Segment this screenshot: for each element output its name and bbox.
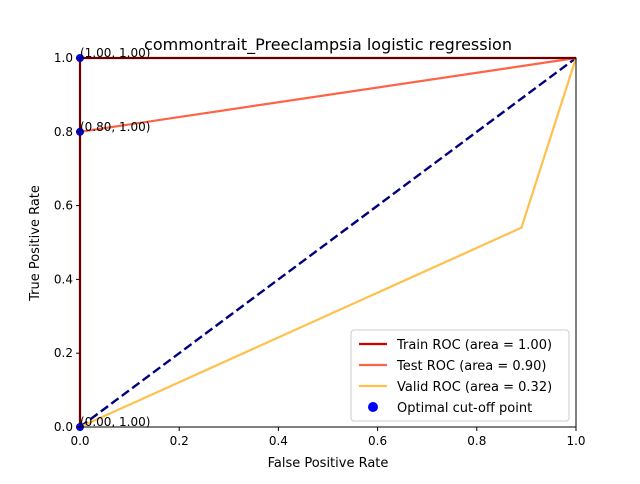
x-tick-label: 1.0 [566, 434, 585, 448]
optimal-point-label-1: (1.00, 1.00) [80, 46, 150, 60]
legend-label-3: Valid ROC (area = 0.32) [397, 380, 552, 395]
chart-title: commontrait_Preeclampsia logistic regres… [144, 35, 512, 55]
legend-swatch-optimal-point [368, 402, 378, 412]
y-tick-label: 0.8 [54, 125, 73, 139]
x-tick-label: 0.2 [170, 434, 189, 448]
legend: Train ROC (area = 1.00) Test ROC (area = … [350, 329, 570, 422]
axes-frame [79, 57, 577, 428]
axes: 0.0 0.2 0.4 0.6 0.8 1.0 0.0 0.2 0.4 0.6 0.8 1.0 [54, 51, 586, 448]
x-tick-label: 0.6 [368, 434, 387, 448]
optimal-point-label-2: (0.80, 1.00) [80, 120, 150, 134]
legend-label-2: Test ROC (area = 0.90) [396, 359, 546, 374]
legend-box [350, 329, 570, 422]
legend-label-optimal-point: Optimal cut-off point [397, 401, 532, 416]
y-tick-label: 0.0 [54, 420, 73, 434]
y-axis-label: True Positive Rate [28, 185, 43, 302]
y-tick-label: 0.6 [54, 199, 73, 213]
y-tick-label: 0.2 [54, 346, 73, 360]
optimal-point-label-3: (0.00, 1.00) [80, 415, 150, 429]
reference-diagonal-line [79, 57, 577, 428]
y-tick-label: 0.4 [54, 272, 73, 286]
legend-label-1: Train ROC (area = 1.00) [396, 338, 552, 353]
x-tick-label: 0.0 [70, 434, 89, 448]
x-tick-label: 0.4 [269, 434, 288, 448]
series-line-3 [79, 57, 578, 429]
y-tick-label: 1.0 [54, 51, 73, 65]
x-tick-label: 0.8 [467, 434, 486, 448]
x-axis-label: False Positive Rate [268, 456, 389, 471]
